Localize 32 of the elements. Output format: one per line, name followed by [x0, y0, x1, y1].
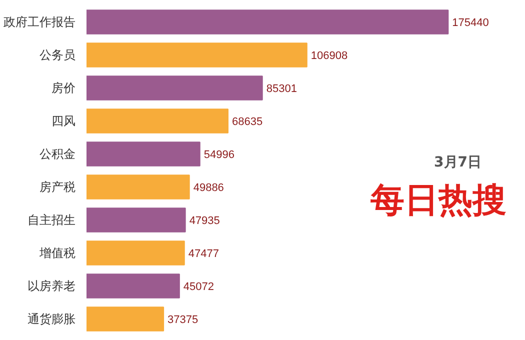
- data-label: 47477: [188, 248, 219, 260]
- data-label: 49886: [193, 182, 224, 194]
- bar: [86, 142, 200, 166]
- data-label: 106908: [310, 50, 348, 62]
- bar: [86, 174, 190, 200]
- bar: [86, 306, 164, 332]
- data-label: 68635: [232, 116, 263, 128]
- data-label: 37375: [168, 314, 198, 326]
- data-label: 54996: [204, 149, 234, 161]
- data-label: 85301: [266, 83, 297, 95]
- text: 3月7日: [434, 154, 482, 170]
- bar: [86, 108, 228, 134]
- bar: [86, 42, 308, 68]
- y-tick-label: 以房养老: [28, 279, 76, 293]
- y-tick-label: 房产税: [40, 180, 76, 194]
- y-tick-label: 房价: [52, 81, 76, 95]
- y-tick-label: 通货膨胀: [28, 312, 76, 326]
- y-tick-label: 公务员: [40, 48, 76, 62]
- bar: [86, 208, 186, 232]
- bar: [86, 10, 449, 34]
- data-label: 175440: [452, 17, 489, 29]
- data-label: 47935: [189, 215, 220, 227]
- y-tick-label: 公积金: [40, 147, 76, 161]
- bar: [86, 76, 263, 100]
- bar: [86, 240, 185, 266]
- text: 每日热搜: [370, 180, 506, 220]
- bar: [86, 274, 180, 298]
- y-tick-label: 四风: [52, 114, 76, 128]
- y-tick-label: 政府工作报告: [4, 15, 76, 29]
- y-tick-label: 自主招生: [28, 213, 76, 227]
- data-label: 45072: [183, 281, 214, 293]
- y-tick-label: 增值税: [38, 246, 76, 260]
